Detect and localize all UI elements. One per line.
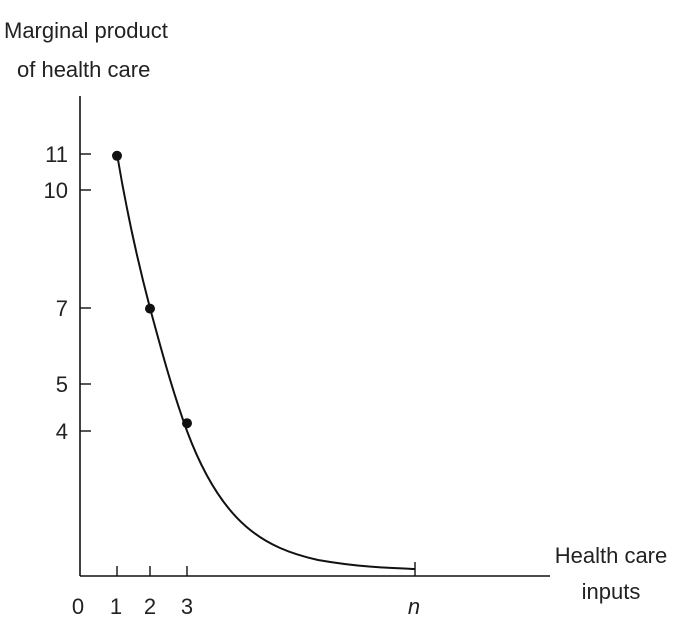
y-tick-label-10: 10 xyxy=(44,178,68,203)
y-ticks: 11 10 7 5 4 xyxy=(44,142,91,444)
y-tick-4: 4 xyxy=(56,419,91,444)
x-tick-label-2: 2 xyxy=(144,594,156,619)
x-tick-label-0: 0 xyxy=(72,594,84,619)
y-axis-title-line-1: Marginal product xyxy=(4,18,168,43)
data-points xyxy=(112,150,192,429)
x-tick-3: 3 xyxy=(181,566,193,619)
y-tick-11: 11 xyxy=(45,142,91,167)
y-tick-5: 5 xyxy=(56,372,91,397)
y-axis-title-line-2: of health care xyxy=(17,57,150,82)
x-tick-2: 2 xyxy=(144,566,156,619)
y-tick-7: 7 xyxy=(56,296,91,321)
y-tick-label-11: 11 xyxy=(45,142,68,167)
x-tick-1: 1 xyxy=(110,566,122,619)
data-point-x3 xyxy=(182,418,192,429)
y-tick-10: 10 xyxy=(44,178,91,203)
y-tick-label-7: 7 xyxy=(56,296,68,321)
data-point-x1 xyxy=(112,150,122,161)
x-tick-label-n: n xyxy=(408,594,420,619)
x-tick-n: n xyxy=(408,562,420,619)
x-ticks: 0 1 2 3 n xyxy=(72,562,420,619)
x-tick-label-3: 3 xyxy=(181,594,193,619)
y-tick-label-4: 4 xyxy=(56,419,68,444)
x-axis-title-line-1: Health care xyxy=(555,543,668,568)
data-point-x2 xyxy=(145,303,155,314)
marginal-product-curve xyxy=(116,153,416,570)
x-tick-label-1: 1 xyxy=(110,594,122,619)
y-tick-label-5: 5 xyxy=(56,372,68,397)
x-axis-title-line-2: inputs xyxy=(582,579,641,604)
